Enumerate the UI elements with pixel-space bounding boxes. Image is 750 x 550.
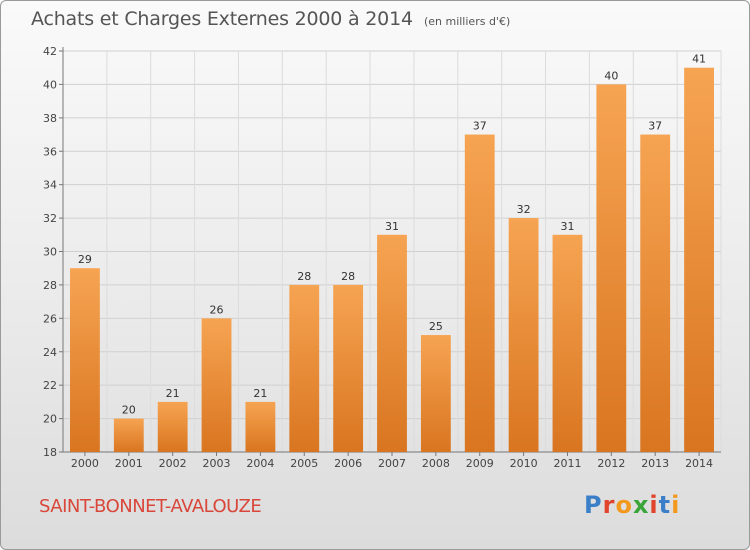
data-label: 40: [604, 69, 618, 82]
data-label: 41: [692, 53, 706, 66]
y-tick-label: 38: [43, 112, 57, 125]
commune-name: SAINT-BONNET-AVALOUZE: [39, 496, 262, 517]
labels: 18 20 22 24 26 28 30 32 34 36 38 40 42 29 2000 20 2001 21…: [43, 45, 713, 470]
logo-letter: P: [584, 491, 603, 519]
x-tick-label: 2013: [641, 457, 669, 470]
logo-letter: i: [649, 491, 659, 519]
bar: [333, 284, 364, 452]
title-line: Achats et Charges Externes 2000 à 2014 (…: [31, 8, 510, 30]
x-tick-label: 2000: [71, 457, 99, 470]
logo-letter: r: [602, 491, 616, 519]
bar: [113, 418, 144, 452]
x-tick-label: 2004: [246, 457, 274, 470]
data-label: 37: [648, 120, 662, 133]
logo-letter: o: [615, 491, 633, 519]
bar: [201, 318, 232, 452]
y-tick-label: 28: [43, 279, 57, 292]
y-tick-label: 32: [43, 212, 57, 225]
data-label: 20: [122, 404, 136, 417]
logo-letter: x: [632, 491, 650, 519]
x-tick-label: 2012: [597, 457, 625, 470]
x-tick-label: 2014: [685, 457, 713, 470]
x-tick-label: 2001: [115, 457, 143, 470]
logo-letter: t: [658, 491, 672, 519]
data-label: 21: [253, 387, 267, 400]
proxiti-logo[interactable]: Proxiti: [584, 491, 680, 519]
y-tick-label: 22: [43, 379, 57, 392]
x-tick-label: 2002: [159, 457, 187, 470]
bar: [70, 268, 100, 452]
data-label: 31: [385, 220, 399, 233]
y-tick-label: 18: [43, 446, 57, 459]
logo-letter: i: [671, 491, 681, 519]
y-tick-label: 34: [43, 179, 57, 192]
x-tick-label: 2008: [422, 457, 450, 470]
y-tick-label: 40: [43, 78, 57, 91]
x-tick-label: 2006: [334, 457, 362, 470]
x-tick-label: 2011: [553, 457, 581, 470]
x-tick-label: 2003: [203, 457, 231, 470]
y-tick-label: 26: [43, 312, 57, 325]
data-label: 29: [78, 253, 92, 266]
bar: [377, 234, 407, 452]
bar: [420, 335, 451, 452]
y-tick-label: 36: [43, 145, 57, 158]
y-tick-label: 20: [43, 413, 57, 426]
data-label: 28: [341, 270, 355, 283]
bar: [640, 134, 671, 452]
bar: [684, 67, 714, 452]
data-label: 28: [297, 270, 311, 283]
chart-subtitle: (en milliers d'€): [423, 15, 511, 28]
bar: [157, 401, 188, 452]
data-label: 21: [166, 387, 180, 400]
bar: [552, 234, 583, 452]
chart-title: Achats et Charges Externes 2000 à 2014: [31, 8, 413, 30]
bar: [596, 84, 627, 453]
y-tick-label: 24: [43, 346, 57, 359]
y-tick-label: 42: [43, 45, 57, 58]
bar: [289, 284, 320, 452]
bar: [508, 218, 539, 452]
data-label: 32: [517, 203, 531, 216]
x-tick-label: 2010: [510, 457, 538, 470]
data-label: 26: [210, 303, 224, 316]
bar: [245, 401, 276, 452]
bar: [464, 134, 495, 452]
data-label: 31: [560, 220, 574, 233]
data-label: 25: [429, 320, 443, 333]
x-tick-label: 2007: [378, 457, 406, 470]
data-label: 37: [473, 120, 487, 133]
x-tick-label: 2005: [290, 457, 318, 470]
y-tick-label: 30: [43, 246, 57, 259]
bars: [70, 67, 714, 453]
x-tick-label: 2009: [466, 457, 494, 470]
